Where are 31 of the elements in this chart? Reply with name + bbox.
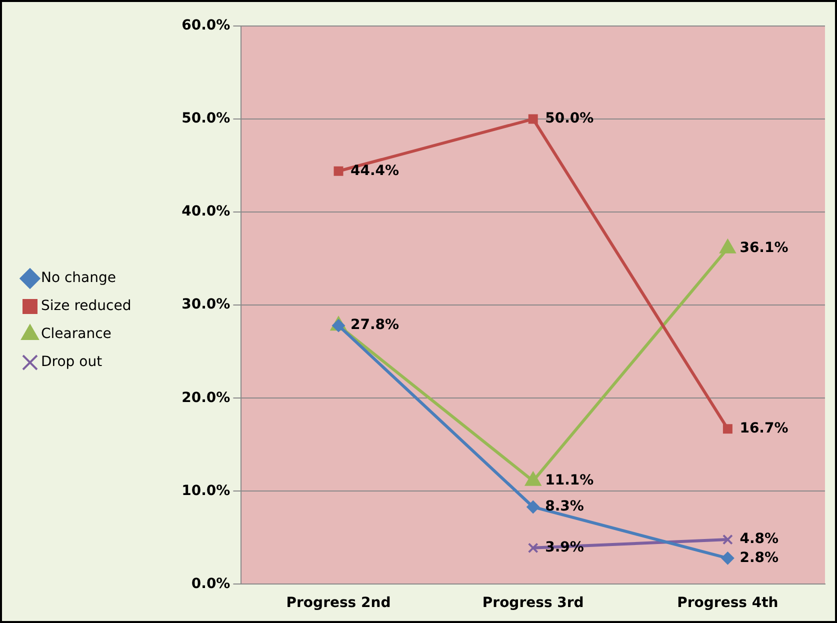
x-tick-label: Progress 2nd bbox=[286, 595, 391, 612]
legend-label: Drop out bbox=[41, 354, 103, 370]
data-label: 27.8% bbox=[350, 317, 400, 334]
data-label: 11.1% bbox=[545, 472, 594, 489]
data-label: 4.8% bbox=[740, 531, 779, 548]
y-tick-label: 40.0% bbox=[182, 204, 230, 220]
y-tick-label: 20.0% bbox=[182, 390, 230, 406]
y-tick-label: 30.0% bbox=[182, 296, 230, 313]
x-tick-label: Progress 4th bbox=[677, 595, 778, 612]
data-label: 16.7% bbox=[740, 420, 788, 436]
legend-label: No change bbox=[41, 270, 116, 286]
data-label: 2.8% bbox=[740, 550, 779, 566]
point bbox=[528, 542, 538, 554]
data-label: 36.1% bbox=[740, 240, 788, 256]
x-tick-label: Progress 3rd bbox=[482, 595, 584, 612]
point bbox=[722, 424, 732, 434]
point bbox=[721, 552, 734, 565]
y-tick-label: 50.0% bbox=[182, 110, 230, 127]
data-label: 44.4% bbox=[350, 162, 400, 179]
data-label: 3.9% bbox=[545, 540, 584, 556]
y-tick-label: 10.0% bbox=[182, 482, 230, 499]
data-label: 8.3% bbox=[545, 498, 584, 515]
y-tick-label: 0.0% bbox=[191, 576, 230, 592]
data-label: 50.0% bbox=[545, 110, 594, 127]
point bbox=[528, 114, 538, 124]
point bbox=[334, 166, 344, 176]
point bbox=[722, 534, 733, 545]
legend-label: Clearance bbox=[41, 326, 112, 342]
point bbox=[526, 500, 540, 514]
legend-label: Size reduced bbox=[41, 298, 132, 314]
y-tick-label: 60.0% bbox=[182, 18, 230, 34]
